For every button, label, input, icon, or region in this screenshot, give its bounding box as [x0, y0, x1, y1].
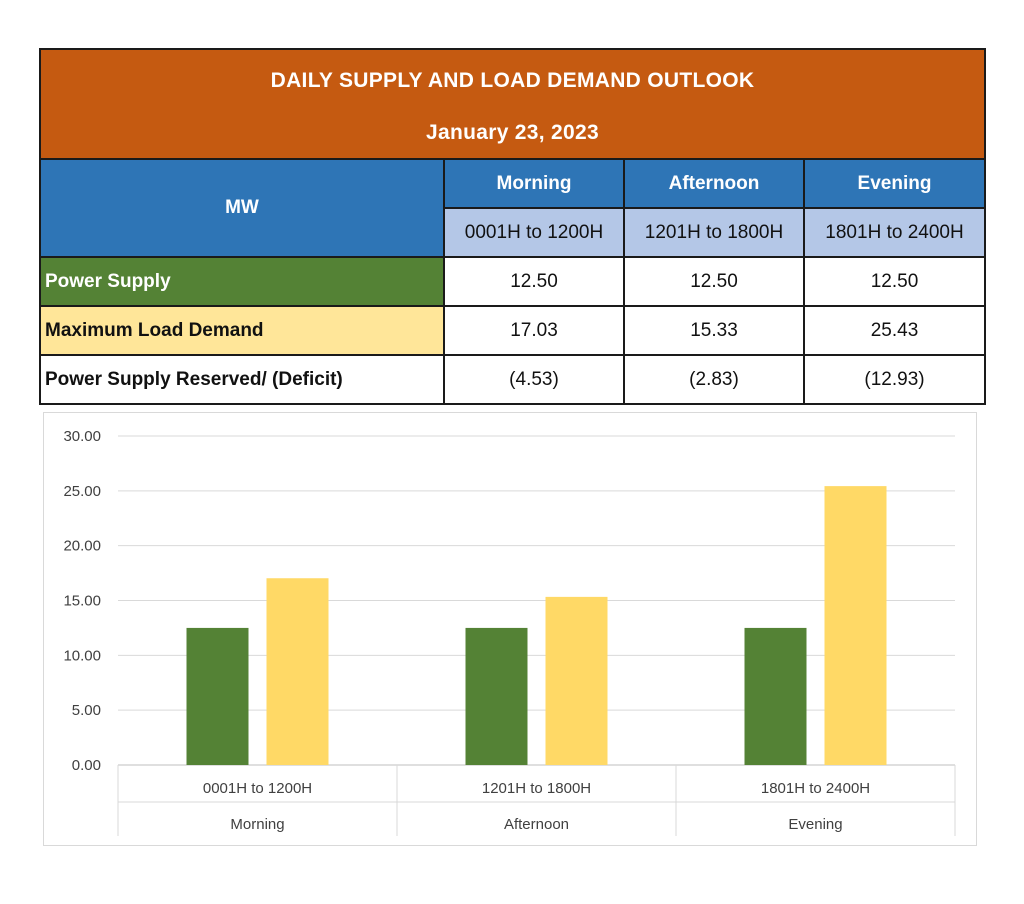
range-morning: 0001H to 1200H [443, 207, 625, 258]
bar-chart: 0.00 5.00 10.00 15.00 20.00 25.00 30.00 0001H t… [43, 412, 977, 846]
y-tick-label: 15.00 [63, 593, 101, 610]
period-afternoon: Afternoon [623, 158, 805, 209]
table-cell: 12.50 [443, 256, 625, 307]
table-row: Power Supply 12.50 12.50 12.50 [39, 256, 986, 307]
supply-demand-table: DAILY SUPPLY AND LOAD DEMAND OUTLOOK Jan… [39, 48, 986, 405]
table-cell: 12.50 [803, 256, 986, 307]
x-category-range-label: 1801H to 2400H [761, 780, 870, 797]
table-title: DAILY SUPPLY AND LOAD DEMAND OUTLOOK [270, 69, 755, 92]
y-tick-label: 5.00 [72, 702, 101, 719]
y-tick-label: 25.00 [63, 483, 101, 500]
table-row: Maximum Load Demand 17.03 15.33 25.43 [39, 305, 986, 356]
row-label-max-load-demand: Maximum Load Demand [39, 305, 445, 356]
y-tick-label: 0.00 [72, 757, 101, 774]
y-tick-label: 20.00 [63, 538, 101, 555]
unit-header: MW [39, 158, 445, 258]
table-row: Power Supply Reserved/ (Deficit) (4.53) … [39, 354, 986, 405]
row-label-power-supply: Power Supply [39, 256, 445, 307]
range-evening: 1801H to 2400H [803, 207, 986, 258]
y-tick-label: 30.00 [63, 428, 101, 445]
bar [545, 596, 608, 765]
y-tick-label: 10.00 [63, 647, 101, 664]
bar [744, 627, 807, 765]
table-cell: 15.33 [623, 305, 805, 356]
table-cell: 12.50 [623, 256, 805, 307]
table-cell: (2.83) [623, 354, 805, 405]
bar-chart-svg: 0.00 5.00 10.00 15.00 20.00 25.00 30.00 0001H t… [63, 428, 956, 836]
period-morning: Morning [443, 158, 625, 209]
x-category-period-label: Afternoon [504, 816, 569, 833]
bar [266, 578, 329, 765]
period-evening: Evening [803, 158, 986, 209]
x-category-period-label: Evening [788, 816, 842, 833]
range-afternoon: 1201H to 1800H [623, 207, 805, 258]
table-date: January 23, 2023 [426, 121, 599, 144]
row-label-reserve-deficit: Power Supply Reserved/ (Deficit) [39, 354, 445, 405]
x-category-period-label: Morning [230, 816, 284, 833]
bar [465, 627, 528, 765]
table-title-cell: DAILY SUPPLY AND LOAD DEMAND OUTLOOK Jan… [39, 48, 986, 160]
table-cell: (12.93) [803, 354, 986, 405]
x-category-range-label: 0001H to 1200H [203, 780, 312, 797]
bar [824, 486, 887, 765]
x-category-range-label: 1201H to 1800H [482, 780, 591, 797]
table-cell: (4.53) [443, 354, 625, 405]
table-cell: 25.43 [803, 305, 986, 356]
bar [186, 627, 249, 765]
table-cell: 17.03 [443, 305, 625, 356]
